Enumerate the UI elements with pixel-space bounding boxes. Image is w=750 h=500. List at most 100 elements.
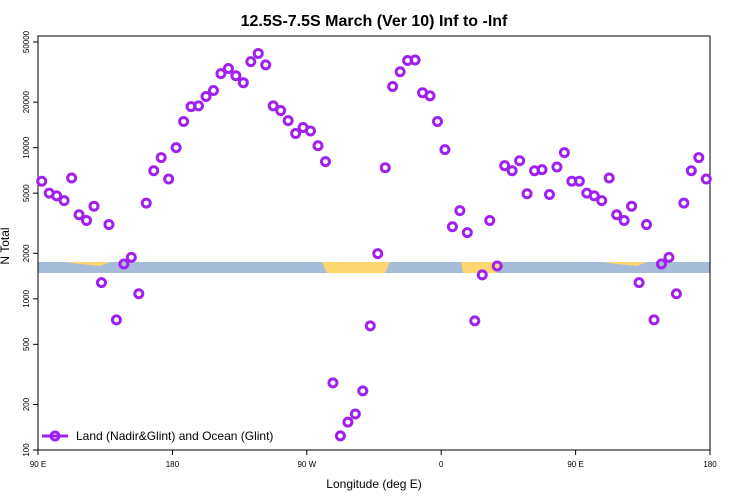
y-tick-label: 20000: [22, 90, 31, 113]
data-point: [282, 115, 294, 127]
data-point: [678, 197, 690, 209]
data-point: [655, 258, 667, 270]
land-region: [322, 262, 390, 273]
data-point: [543, 188, 555, 200]
data-point: [81, 214, 93, 226]
data-point: [551, 161, 563, 173]
data-point: [558, 147, 570, 159]
y-tick-label: 10000: [22, 136, 31, 159]
data-point: [275, 105, 287, 117]
data-point: [118, 258, 130, 270]
data-point: [394, 66, 406, 78]
data-point: [454, 205, 466, 217]
y-tick-label: 100: [22, 443, 31, 457]
data-point: [260, 59, 272, 71]
data-point: [133, 288, 145, 300]
data-point: [484, 214, 496, 226]
x-tick-label: 180: [703, 460, 717, 469]
data-point: [663, 251, 675, 263]
data-point: [461, 227, 473, 239]
legend-label: Land (Nadir&Glint) and Ocean (Glint): [76, 429, 273, 443]
data-point: [476, 269, 488, 281]
data-point: [700, 173, 712, 185]
data-point: [626, 200, 638, 212]
land-region: [602, 262, 647, 266]
data-point: [110, 314, 122, 326]
data-point: [514, 155, 526, 167]
data-point: [469, 315, 481, 327]
plot-frame: [37, 35, 711, 451]
data-point: [521, 188, 533, 200]
data-point: [603, 172, 615, 184]
chart-title: 12.5S-7.5S March (Ver 10) Inf to -Inf: [241, 13, 508, 30]
data-point: [387, 80, 399, 92]
data-point: [207, 84, 219, 96]
y-tick-label: 2000: [22, 244, 31, 262]
y-tick-label: 500: [22, 337, 31, 351]
data-point: [319, 156, 331, 168]
data-point: [491, 260, 503, 272]
data-point: [237, 77, 249, 89]
data-point: [66, 172, 78, 184]
land-region: [461, 262, 500, 273]
data-point: [245, 56, 257, 68]
x-tick-label: 90 E: [30, 460, 46, 469]
data-point: [36, 175, 48, 187]
data-point: [670, 288, 682, 300]
x-tick-label: 180: [166, 460, 180, 469]
data-point: [633, 277, 645, 289]
data-point: [431, 115, 443, 127]
data-point: [506, 165, 518, 177]
x-tick-label: 0: [439, 460, 444, 469]
data-point: [193, 100, 205, 112]
data-point: [342, 416, 354, 428]
data-point: [334, 430, 346, 442]
y-tick-label: 200: [22, 397, 31, 411]
data-point: [573, 175, 585, 187]
data-point: [73, 209, 85, 221]
data-point: [364, 320, 376, 332]
x-tick-label: 90 E: [567, 460, 583, 469]
data-point: [372, 248, 384, 260]
data-point: [409, 54, 421, 66]
data-point: [499, 160, 511, 172]
data-point: [125, 251, 137, 263]
y-axis-label: N Total: [0, 227, 12, 264]
data-point: [648, 314, 660, 326]
data-point: [170, 142, 182, 154]
data-point: [312, 140, 324, 152]
data-point: [58, 195, 70, 207]
x-tick-label: 90 W: [297, 460, 316, 469]
legend-marker: [49, 430, 61, 442]
data-point: [305, 125, 317, 137]
data-point: [685, 165, 697, 177]
data-point: [641, 219, 653, 231]
data-point: [222, 62, 234, 74]
data-point: [103, 219, 115, 231]
data-point: [200, 90, 212, 102]
surface-mask: [38, 262, 710, 273]
data-point: [163, 173, 175, 185]
data-point: [148, 165, 160, 177]
land-region: [65, 262, 110, 266]
data-point: [379, 162, 391, 174]
data-point: [446, 221, 458, 233]
data-point: [155, 152, 167, 164]
data-point: [51, 190, 63, 202]
data-point: [252, 47, 264, 59]
data-point: [327, 377, 339, 389]
data-point: [611, 209, 623, 221]
data-point: [536, 164, 548, 176]
data-point: [140, 197, 152, 209]
data-point: [215, 68, 227, 80]
data-point: [588, 190, 600, 202]
data-point: [439, 144, 451, 156]
data-point: [357, 385, 369, 397]
data-point: [95, 277, 107, 289]
y-tick-label: 1000: [22, 289, 31, 307]
legend: Land (Nadir&Glint) and Ocean (Glint): [42, 429, 273, 443]
data-point: [267, 100, 279, 112]
data-point: [349, 408, 361, 420]
data-point: [88, 200, 100, 212]
